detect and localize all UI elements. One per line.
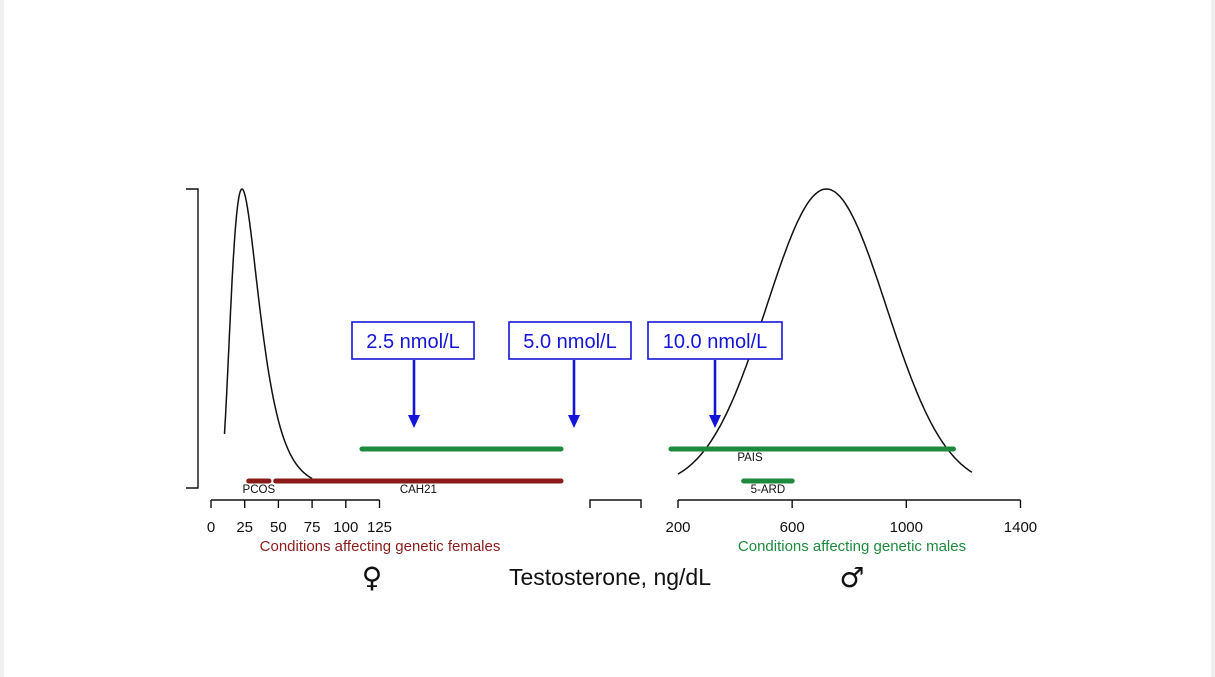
page-edge-right: [1211, 0, 1215, 677]
male-distribution-curve: [677, 188, 973, 475]
male-x-tick-label: 200: [665, 519, 690, 536]
page-edge-left: [0, 0, 4, 677]
x-axis-label: Testosterone, ng/dL: [509, 564, 711, 590]
female-x-tick-label: 25: [236, 519, 253, 536]
female-conditions-caption: Conditions affecting genetic females: [260, 538, 501, 555]
y-axis-bracket: [186, 188, 199, 489]
male-symbol: ♂: [839, 561, 864, 594]
callout-arrow-head: [408, 415, 420, 428]
callout-arrow-head: [568, 415, 580, 428]
cah21-bar-label: CAH21: [400, 484, 437, 496]
male-x-tick-label: 1400: [1004, 519, 1037, 536]
callout-box: [647, 321, 783, 360]
pais-bar-label: PAIS: [737, 452, 763, 464]
female-x-tick-label: 0: [207, 519, 215, 536]
female-x-tick-label: 75: [304, 519, 321, 536]
female-symbol: ♀: [362, 561, 383, 594]
female-x-tick-label: 125: [367, 519, 392, 536]
female-x-tick-label: 50: [270, 519, 287, 536]
pcos-bar-label: PCOS: [243, 484, 276, 496]
male-x-tick-label: 600: [780, 519, 805, 536]
callout-label: 5.0 nmol/L: [523, 331, 616, 353]
callout-box: [351, 321, 475, 360]
callout-label: 10.0 nmol/L: [663, 331, 768, 353]
callout-arrow-head: [709, 415, 721, 428]
callout-label: 2.5 nmol/L: [366, 331, 459, 353]
female-distribution-curve: [223, 188, 313, 480]
male-conditions-caption: Conditions affecting genetic males: [738, 538, 966, 555]
female-x-tick-label: 100: [333, 519, 358, 536]
axis-break-segment: [589, 499, 642, 508]
male-x-tick-label: 1000: [890, 519, 923, 536]
5-ard-bar-label: 5-ARD: [751, 484, 786, 496]
callout-box: [508, 321, 632, 360]
